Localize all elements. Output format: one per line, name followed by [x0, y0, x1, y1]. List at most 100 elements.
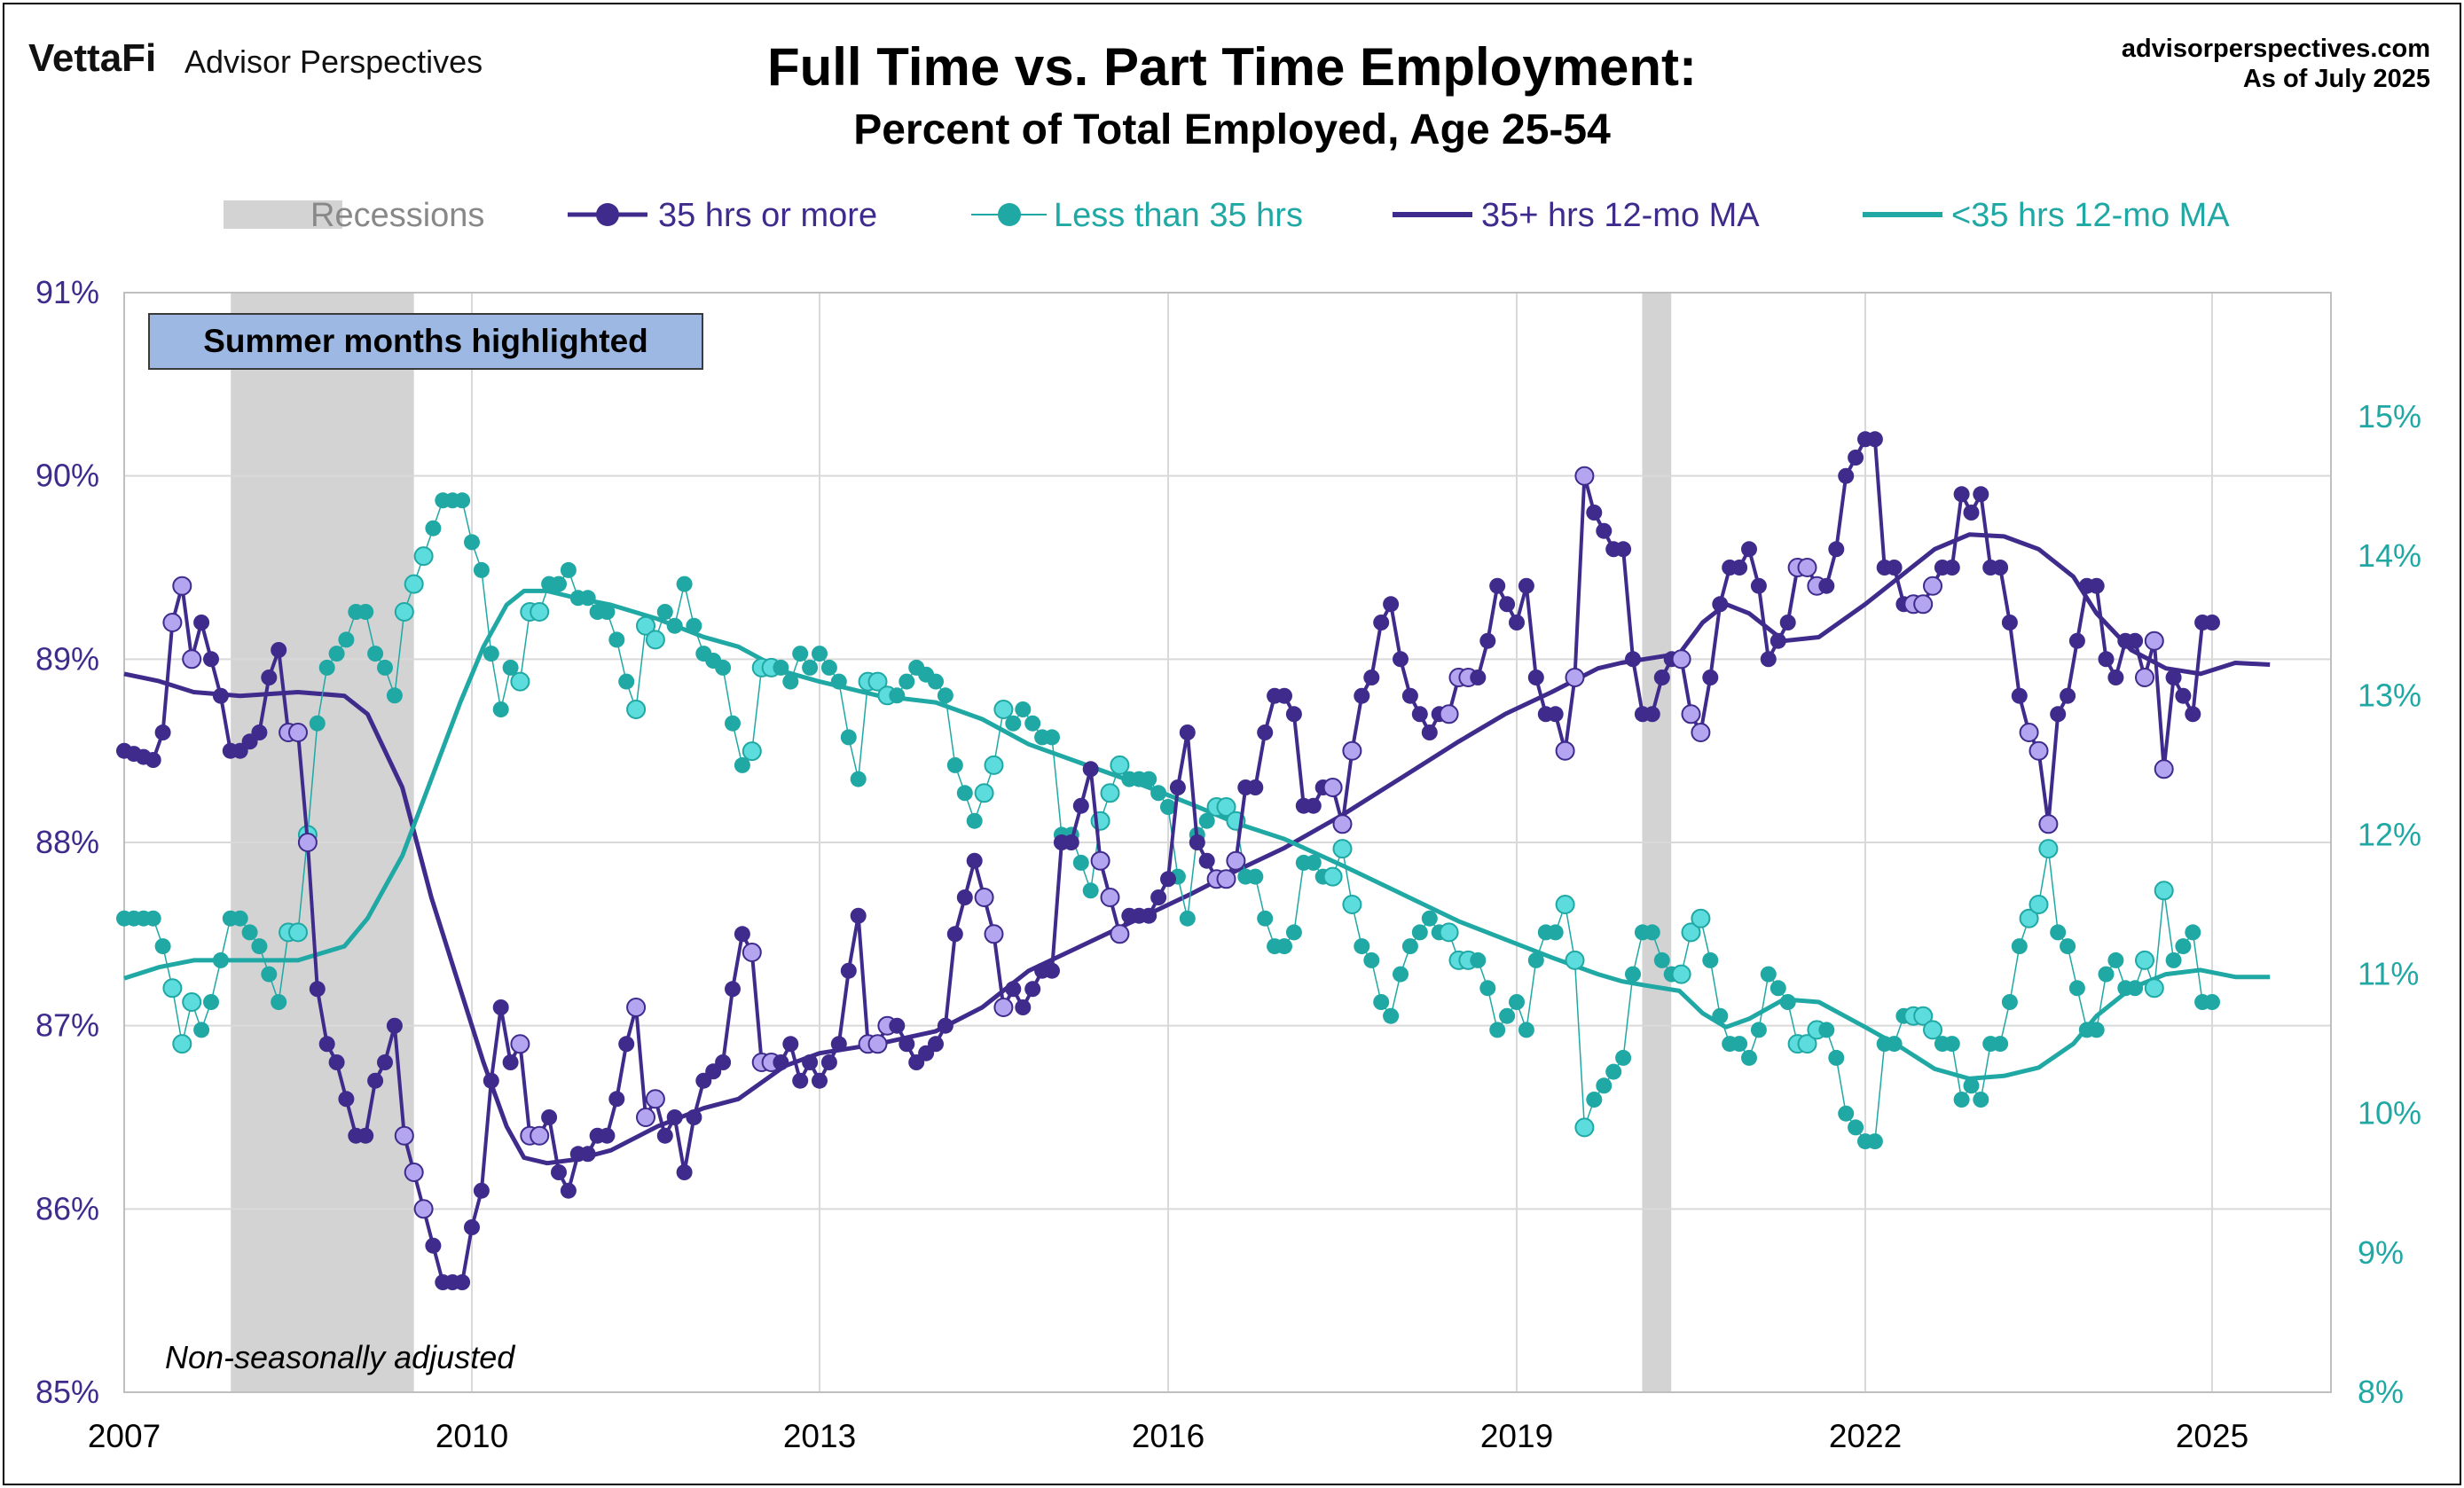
- point-part-time: [1547, 924, 1564, 941]
- point-full-time: [2019, 723, 2039, 742]
- point-full-time: [1923, 576, 1942, 596]
- point-part-time: [1644, 924, 1660, 941]
- point-part-time: [172, 1034, 192, 1054]
- point-full-time: [666, 1109, 683, 1125]
- point-part-time: [1509, 994, 1525, 1010]
- point-part-time: [734, 756, 750, 773]
- x-tick-label: 2019: [1480, 1418, 1553, 1454]
- point-part-time: [288, 922, 308, 943]
- point-part-time: [261, 966, 278, 983]
- point-full-time: [309, 981, 326, 998]
- point-full-time: [1509, 615, 1525, 630]
- point-part-time: [454, 492, 471, 509]
- point-full-time: [1770, 632, 1786, 649]
- point-full-time: [686, 1109, 702, 1125]
- point-part-time: [241, 924, 258, 941]
- point-full-time: [2175, 687, 2192, 704]
- point-full-time: [1322, 778, 1343, 797]
- x-tick-label: 2025: [2176, 1418, 2248, 1454]
- x-axis-ticks: 2007 2010 2013 2016 2019 2022 2025: [88, 1418, 2248, 1454]
- point-part-time: [1943, 1036, 1960, 1053]
- point-full-time: [782, 1036, 799, 1053]
- point-full-time: [1257, 724, 1274, 740]
- point-full-time: [1828, 541, 1845, 558]
- point-full-time: [1198, 852, 1215, 869]
- point-part-time: [1401, 938, 1418, 955]
- legend-label-full-time-ma: 35+ hrs 12-mo MA: [1481, 197, 1760, 234]
- point-full-time: [1586, 505, 1603, 521]
- point-part-time: [1750, 1022, 1767, 1038]
- point-full-time: [1818, 577, 1835, 594]
- legend-label-part-time-ma: <35 hrs 12-mo MA: [1951, 197, 2230, 234]
- point-part-time: [928, 673, 944, 690]
- point-full-time: [510, 1034, 530, 1054]
- point-part-time: [1886, 1036, 1903, 1053]
- point-full-time: [1247, 779, 1264, 795]
- point-part-time: [1373, 994, 1390, 1010]
- x-tick-label: 2022: [1829, 1418, 1902, 1454]
- point-part-time: [551, 576, 567, 592]
- point-part-time: [464, 534, 480, 551]
- point-full-time: [162, 613, 183, 632]
- point-full-time: [1015, 999, 1032, 1015]
- point-full-time: [1100, 888, 1120, 907]
- point-part-time: [1866, 1133, 1883, 1150]
- point-part-time: [1691, 908, 1711, 928]
- point-part-time: [1150, 785, 1167, 802]
- point-part-time: [579, 590, 596, 607]
- point-part-time: [1770, 980, 1786, 997]
- point-full-time: [928, 1036, 944, 1053]
- point-part-time: [473, 561, 490, 578]
- point-full-time: [1439, 704, 1459, 724]
- point-part-time: [889, 687, 906, 704]
- point-part-time: [377, 659, 393, 676]
- point-part-time: [742, 741, 762, 762]
- point-part-time: [212, 952, 229, 968]
- point-full-time: [2204, 615, 2220, 630]
- point-full-time: [889, 1017, 906, 1034]
- point-part-time: [2135, 950, 2154, 970]
- summer-note-text: Summer months highlighted: [203, 323, 648, 359]
- point-full-time: [867, 1034, 888, 1054]
- point-part-time: [145, 910, 161, 927]
- legend-marker-full-time: [596, 203, 619, 226]
- point-part-time: [251, 938, 268, 955]
- point-part-time: [1731, 1036, 1748, 1053]
- point-part-time: [676, 576, 693, 592]
- legend: Recessions 35 hrs or more Less than 35 h…: [224, 197, 2230, 234]
- right-tick-label: 11%: [2358, 956, 2419, 992]
- point-part-time: [984, 755, 1004, 775]
- as-of-label: As of July 2025: [2243, 65, 2430, 93]
- point-part-time: [1963, 1077, 1980, 1094]
- right-tick-label: 9%: [2358, 1234, 2404, 1271]
- point-full-time: [725, 981, 741, 998]
- point-full-time: [394, 1125, 414, 1146]
- point-full-time: [1373, 615, 1390, 630]
- left-tick-label: 89%: [35, 640, 99, 677]
- point-part-time: [2098, 966, 2115, 983]
- point-full-time: [1110, 924, 1130, 944]
- point-full-time: [1169, 779, 1186, 795]
- point-part-time: [1973, 1092, 1989, 1108]
- point-part-time: [2011, 938, 2028, 955]
- point-part-time: [1470, 952, 1487, 968]
- point-part-time: [2175, 938, 2192, 955]
- point-part-time: [367, 646, 384, 662]
- point-full-time: [271, 642, 287, 658]
- point-full-time: [1953, 486, 1970, 503]
- point-part-time: [840, 729, 857, 746]
- point-part-time: [946, 756, 963, 773]
- point-part-time: [1818, 1022, 1835, 1038]
- point-full-time: [2144, 630, 2164, 651]
- point-full-time: [850, 907, 867, 924]
- point-full-time: [1712, 596, 1729, 613]
- point-part-time: [2088, 1022, 2105, 1038]
- point-part-time: [1760, 966, 1777, 983]
- legend-swatch-recessions: [224, 200, 342, 229]
- point-full-time: [492, 999, 509, 1015]
- point-full-time: [464, 1219, 480, 1235]
- point-part-time: [645, 630, 665, 650]
- right-tick-label: 15%: [2358, 398, 2421, 435]
- point-full-time: [1141, 907, 1157, 924]
- point-part-time: [231, 910, 248, 927]
